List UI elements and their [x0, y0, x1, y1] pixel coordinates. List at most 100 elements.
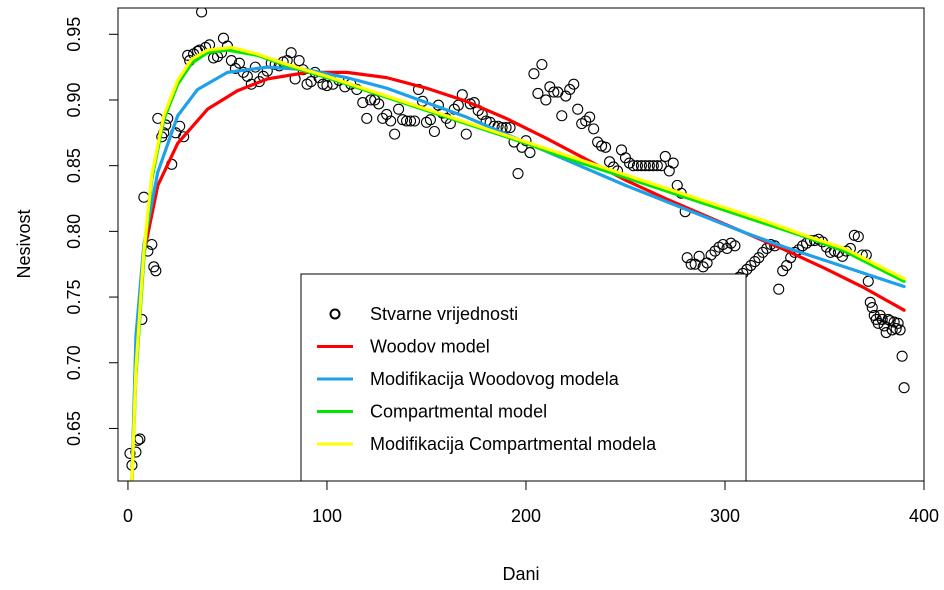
- data-point: [532, 87, 544, 99]
- data-point: [894, 324, 906, 336]
- data-point: [584, 111, 596, 123]
- data-point: [233, 57, 245, 69]
- data-point: [385, 115, 397, 127]
- y-tick-label: 0.65: [64, 411, 84, 446]
- data-point: [882, 313, 894, 325]
- data-point: [651, 160, 663, 172]
- data-point: [600, 141, 612, 153]
- data-point: [643, 160, 655, 172]
- data-point: [635, 160, 647, 172]
- x-tick-label: 0: [123, 506, 133, 526]
- series-line-2: [130, 65, 906, 481]
- data-point: [528, 68, 540, 80]
- data-point: [293, 55, 305, 67]
- legend-label: Modifikacija Compartmental modela: [370, 434, 657, 454]
- y-axis-label: Nesivost: [14, 209, 34, 278]
- data-point: [864, 296, 876, 308]
- data-point: [377, 112, 389, 124]
- data-point: [667, 157, 679, 169]
- legend-label: Modifikacija Woodovog modela: [370, 369, 620, 389]
- data-point: [749, 256, 761, 268]
- data-point: [697, 261, 709, 273]
- data-point: [178, 131, 190, 143]
- data-point: [130, 446, 142, 458]
- data-point: [757, 246, 769, 258]
- data-point: [401, 115, 413, 127]
- data-point: [705, 249, 717, 261]
- legend-label: Woodov model: [370, 337, 490, 357]
- data-point: [627, 160, 639, 172]
- data-point: [773, 283, 785, 295]
- x-tick-label: 100: [312, 506, 342, 526]
- data-point: [896, 350, 908, 362]
- data-point: [460, 128, 472, 140]
- data-point: [741, 263, 753, 276]
- data-point: [428, 125, 440, 138]
- data-point: [647, 160, 659, 172]
- data-point: [655, 160, 667, 172]
- data-point: [124, 447, 136, 459]
- x-tick-label: 300: [710, 506, 740, 526]
- data-point: [408, 115, 421, 127]
- legend-items: Stvarne vrijednosti Woodov model Modifikac…: [317, 304, 657, 454]
- series-layer: [124, 8, 910, 481]
- data-point: [892, 317, 904, 329]
- data-point: [745, 259, 757, 272]
- data-point: [548, 86, 560, 98]
- data-point: [572, 103, 584, 115]
- legend-label: Stvarne vrijednosti: [370, 304, 518, 324]
- data-point: [536, 58, 548, 71]
- x-tick-label: 200: [511, 506, 541, 526]
- data-point: [880, 326, 892, 339]
- data-point: [709, 245, 721, 257]
- y-tick-label: 0.70: [64, 345, 84, 380]
- y-tick-label: 0.85: [64, 148, 84, 183]
- data-point: [393, 103, 405, 115]
- data-point: [876, 313, 888, 325]
- data-point: [717, 238, 729, 251]
- x-axis-label: Dani: [502, 564, 539, 584]
- data-point: [872, 317, 884, 329]
- series-line-4: [130, 45, 906, 481]
- data-point: [321, 79, 333, 92]
- data-point: [560, 90, 572, 102]
- data-point: [285, 47, 297, 59]
- x-tick-label: 400: [909, 506, 939, 526]
- legend-box: [300, 273, 747, 482]
- data-point: [852, 231, 864, 243]
- data-point: [524, 146, 536, 159]
- legend-marker: [329, 308, 341, 320]
- data-point: [588, 123, 600, 135]
- data-point: [424, 114, 436, 126]
- data-point: [381, 108, 393, 120]
- data-point: [898, 382, 910, 394]
- data-point: [504, 122, 516, 134]
- legend-label: Compartmental model: [370, 402, 547, 422]
- data-point: [373, 98, 385, 110]
- data-point: [196, 8, 208, 18]
- data-point: [659, 150, 671, 163]
- data-point: [404, 115, 417, 127]
- data-point: [389, 128, 401, 140]
- data-point: [580, 115, 592, 127]
- data-point: [729, 240, 741, 252]
- data-point: [361, 112, 373, 124]
- data-point: [568, 78, 580, 90]
- data-point: [540, 94, 552, 106]
- y-tick-label: 0.80: [64, 214, 84, 249]
- y-tick-label: 0.90: [64, 82, 84, 117]
- data-point: [182, 49, 194, 61]
- data-point: [631, 160, 643, 172]
- y-tick-label: 0.75: [64, 280, 84, 315]
- data-point: [681, 252, 693, 264]
- y-tick-label: 0.95: [64, 17, 84, 52]
- series-group: [124, 8, 910, 481]
- data-point: [556, 110, 568, 122]
- data-point: [639, 160, 651, 172]
- legend: Stvarne vrijednosti Woodov model Modifikac…: [300, 273, 747, 482]
- data-point: [592, 136, 604, 148]
- data-point: [685, 258, 697, 270]
- data-point: [512, 168, 524, 180]
